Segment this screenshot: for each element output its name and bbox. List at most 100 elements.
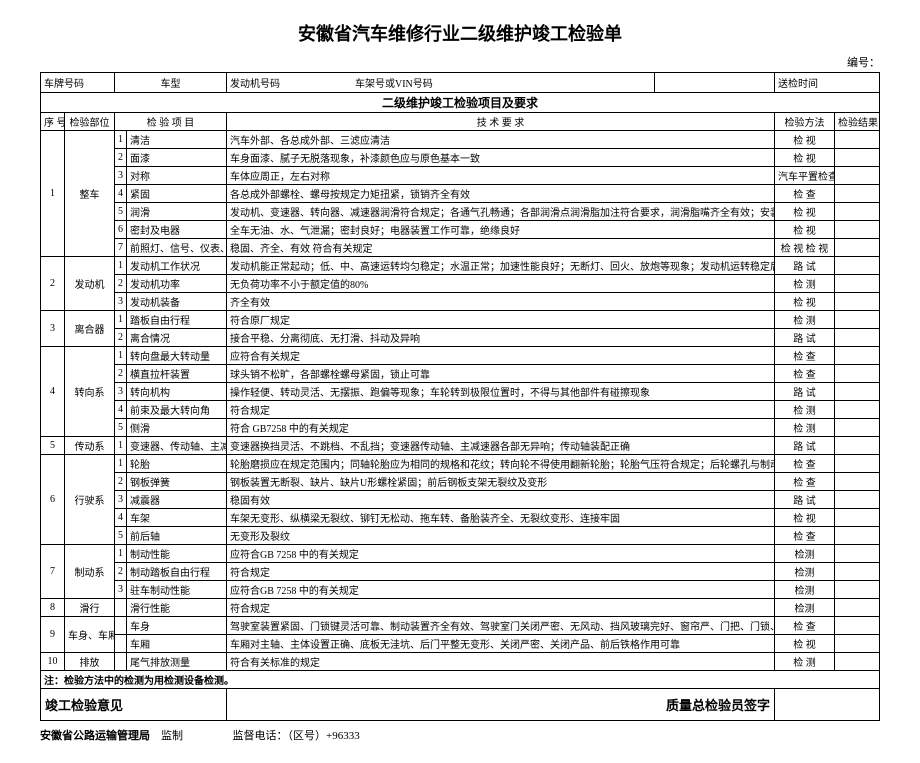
table-row: 6密封及电器全车无油、水、气泄漏；密封良好；电器装置工作可靠，绝缘良好检 视 [41,221,880,239]
table-row: 2面漆车身面漆、腻子无脱落现象，补漆颜色应与原色基本一致检 视 [41,149,880,167]
table-row: 4紧固各总成外部螺栓、螺母按规定力矩扭紧，锁销齐全有效检 查 [41,185,880,203]
method-cell: 检 查 [775,185,835,203]
item-num: 4 [115,185,127,203]
item-num: 1 [115,437,127,455]
seq-cell: 4 [41,347,65,437]
table-row: 3发动机装备齐全有效检 视 [41,293,880,311]
opinion-label: 竣工检验意见 [41,689,227,721]
table-row: 5侧滑符合 GB7258 中的有关规定检 测 [41,419,880,437]
result-cell [835,131,880,149]
table-row: 2发动机1发动机工作状况发动机能正常起动；低、中、高速运转均匀稳定；水温正常；加… [41,257,880,275]
method-cell: 检 视 检 视 [775,239,835,257]
column-header-row: 序 号 检验部位 检 验 项 目 技 术 要 求 检验方法 检验结果 [41,113,880,131]
req-cell: 齐全有效 [227,293,775,311]
part-cell: 车身、车厢 [65,617,115,653]
item-num: 2 [115,365,127,383]
item-cell: 转向盘最大转动量 [127,347,227,365]
item-cell: 横直拉杆装置 [127,365,227,383]
method-cell: 路 试 [775,437,835,455]
item-cell: 尾气排放测量 [127,653,227,671]
item-cell: 密封及电器 [127,221,227,239]
req-cell: 符合原厂规定 [227,311,775,329]
table-row: 2离合情况接合平稳、分离彻底、无打滑、抖动及异响路 试 [41,329,880,347]
vin-value [655,73,775,93]
item-cell: 侧滑 [127,419,227,437]
table-row: 3减震器稳固有效路 试 [41,491,880,509]
result-cell [835,239,880,257]
part-cell: 制动系 [65,545,115,599]
table-row: 3对称车体应周正，左右对称汽车平置检查 [41,167,880,185]
item-num: 4 [115,401,127,419]
req-cell: 钢板装置无断裂、缺片、缺片U形螺栓紧固；前后钢板支架无裂纹及变形 [227,473,775,491]
seq-cell: 1 [41,131,65,257]
item-num: 3 [115,167,127,185]
method-cell: 汽车平置检查 [775,167,835,185]
footer-org: 安徽省公路运输管理局 [40,730,150,742]
part-cell: 离合器 [65,311,115,347]
req-cell: 球头销不松旷，各部螺栓螺母紧固，锁止可靠 [227,365,775,383]
note: 注：检验方法中的检测为用检测设备检测。 [41,671,880,689]
method-cell: 路 试 [775,383,835,401]
seq-cell: 8 [41,599,65,617]
result-cell [835,311,880,329]
req-cell: 车厢对主轴、主体设置正确、底板无洼坑、后门平整无变形、关闭严密、关闭产品、前后铁… [227,635,775,653]
table-row: 2发动机功率无负荷功率不小于额定值的80%检 测 [41,275,880,293]
method-cell: 检 视 [775,131,835,149]
footer-supervise: 监制 [161,730,183,742]
item-cell: 减震器 [127,491,227,509]
result-cell [835,203,880,221]
item-num: 5 [115,419,127,437]
method-cell: 检 视 [775,203,835,221]
method-cell: 检 视 [775,149,835,167]
item-cell: 发动机功率 [127,275,227,293]
result-cell [835,617,880,635]
part-cell: 整车 [65,131,115,257]
method-cell: 检 查 [775,365,835,383]
table-row: 5前后轴无变形及裂纹检 查 [41,527,880,545]
method-cell: 检 查 [775,455,835,473]
result-cell [835,419,880,437]
item-cell: 车身 [127,617,227,635]
result-cell [835,491,880,509]
result-cell [835,257,880,275]
method-cell: 检测 [775,545,835,563]
item-num: 3 [115,581,127,599]
table-row: 7制动系1制动性能应符合GB 7258 中的有关规定检测 [41,545,880,563]
seq-cell: 5 [41,437,65,455]
item-num: 3 [115,491,127,509]
item-num: 2 [115,563,127,581]
result-cell [835,365,880,383]
part-cell: 排放 [65,653,115,671]
method-cell: 检 查 [775,347,835,365]
req-cell: 驾驶室装置紧固、门锁键灵活可靠、制动装置齐全有效、驾驶室门关闭严密、无风动、挡风… [227,617,775,635]
result-cell [835,437,880,455]
item-cell: 转向机构 [127,383,227,401]
req-cell: 稳固有效 [227,491,775,509]
method-cell: 检 查 [775,473,835,491]
result-cell [835,275,880,293]
method-cell: 检测 [775,581,835,599]
result-cell [835,509,880,527]
req-cell: 应符合GB 7258 中的有关规定 [227,581,775,599]
table-row: 3离合器1踏板自由行程符合原厂规定检 测 [41,311,880,329]
method-cell: 检 视 [775,221,835,239]
col-part: 检验部位 [65,113,115,131]
sign-label: 质量总检验员签字 [227,689,775,721]
item-cell: 制动性能 [127,545,227,563]
engine-vin-cell: 发动机号码 车架号或VIN号码 [227,73,655,93]
table-row: 5传动系1变速器、传动轴、主减速器变速器换挡灵活、不跳档、不乱挡；变速器传动轴、… [41,437,880,455]
table-row: 2横直拉杆装置球头销不松旷，各部螺栓螺母紧固，锁止可靠检 查 [41,365,880,383]
part-cell: 滑行 [65,599,115,617]
part-cell: 行驶系 [65,455,115,545]
result-cell [835,221,880,239]
seq-cell: 6 [41,455,65,545]
plate-label: 车牌号码 [41,73,115,93]
req-cell: 全车无油、水、气泄漏；密封良好；电器装置工作可靠，绝缘良好 [227,221,775,239]
opinion-row: 竣工检验意见 质量总检验员签字 [41,689,880,721]
item-cell: 前后轴 [127,527,227,545]
method-cell: 路 试 [775,329,835,347]
req-cell: 车架无变形、纵横梁无裂纹、铆钉无松动、拖车转、备胎装齐全、无裂纹变形、连接牢固 [227,509,775,527]
col-result: 检验结果 [835,113,880,131]
col-method: 检验方法 [775,113,835,131]
item-cell: 踏板自由行程 [127,311,227,329]
